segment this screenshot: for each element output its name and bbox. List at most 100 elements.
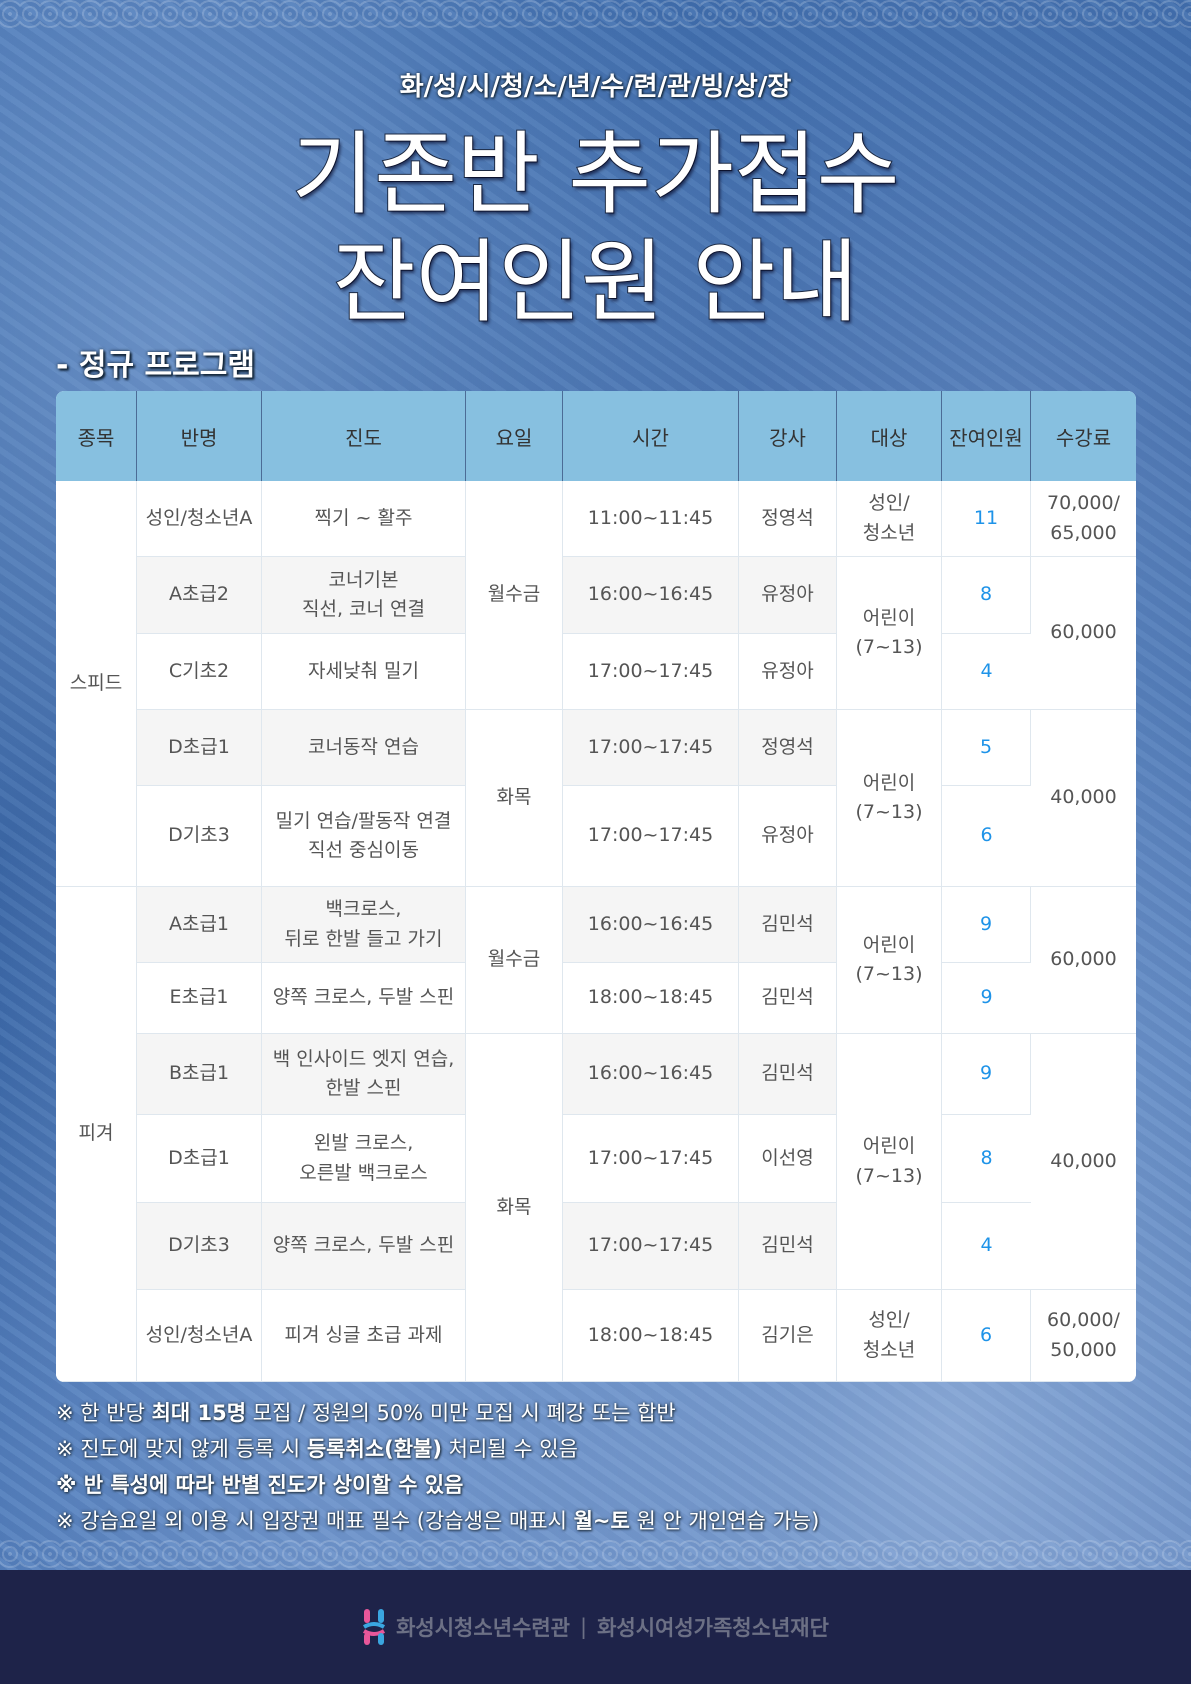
note-bold-text: ※ 반 특성에 따라 반별 진도가 상이할 수 있음 bbox=[56, 1473, 464, 1497]
class-name-cell: D기초3 bbox=[137, 786, 262, 887]
sport-cell: 피겨 bbox=[56, 887, 137, 1382]
progress-cell: 백크로스, 뒤로 한발 들고 가기 bbox=[262, 887, 466, 963]
fee-cell: 60,000 bbox=[1031, 557, 1136, 710]
column-header: 요일 bbox=[466, 391, 563, 481]
progress-cell: 양쪽 크로스, 두발 스핀 bbox=[262, 963, 466, 1034]
class-name-cell: D기초3 bbox=[137, 1203, 262, 1290]
column-header: 진도 bbox=[262, 391, 466, 481]
column-header: 대상 bbox=[837, 391, 942, 481]
footer-org2: 화성시여성가족청소년재단 bbox=[597, 1616, 829, 1640]
time-cell: 18:00~18:45 bbox=[563, 963, 739, 1034]
remaining-cell: 11 bbox=[942, 481, 1031, 557]
table-row: B초급1 백 인사이드 엣지 연습, 한발 스핀 화목 16:00~16:45 김민석 어… bbox=[56, 1034, 1136, 1382]
time-cell: 11:00~11:45 bbox=[563, 481, 739, 557]
day-cell: 화목 bbox=[466, 1034, 563, 1382]
schedule-table: 종목 반명 진도 요일 시간 강사 대상 잔여인원 수강료 스피드 성인/청소년A 찍기 ~ 활주 월… bbox=[56, 391, 1136, 1382]
progress-cell: 밀기 연습/팔동작 연결 직선 중심이동 bbox=[262, 786, 466, 887]
note-item: ※ 반 특성에 따라 반별 진도가 상이할 수 있음 bbox=[56, 1467, 819, 1503]
fee-cell: 40,000 bbox=[1031, 710, 1136, 887]
class-name-cell: D초급1 bbox=[137, 710, 262, 786]
time-cell: 17:00~17:45 bbox=[563, 634, 739, 710]
foundation-logo-icon bbox=[363, 1609, 386, 1645]
remaining-cell: 8 bbox=[942, 557, 1031, 634]
remaining-cell: 9 bbox=[942, 963, 1031, 1034]
column-header: 잔여인원 bbox=[942, 391, 1031, 481]
table-row: 성인/청소년A 피겨 싱글 초급 과제 18:00~18:45 김기은 성인/ 청소년 6… bbox=[56, 1290, 1136, 1382]
day-cell: 월수금 bbox=[466, 887, 563, 1034]
sport-cell: 스피드 bbox=[56, 481, 137, 887]
progress-cell: 피겨 싱글 초급 과제 bbox=[262, 1290, 466, 1382]
note-bold-text: 월~토 bbox=[573, 1509, 630, 1533]
table-row: D기초3 밀기 연습/팔동작 연결 직선 중심이동 17:00~17:45 유정아 6 bbox=[56, 786, 1136, 887]
fee-cell: 60,000/ 50,000 bbox=[1031, 1290, 1136, 1382]
time-cell: 16:00~16:45 bbox=[563, 557, 739, 634]
column-header: 강사 bbox=[739, 391, 837, 481]
progress-cell: 코너기본 직선, 코너 연결 bbox=[262, 557, 466, 634]
target-cell: 성인/ 청소년 bbox=[837, 481, 942, 557]
class-name-cell: A초급2 bbox=[137, 557, 262, 634]
progress-cell: 백 인사이드 엣지 연습, 한발 스핀 bbox=[262, 1034, 466, 1115]
note-pre-text: ※ 진도에 맞지 않게 등록 시 bbox=[56, 1437, 307, 1461]
target-cell: 어린이 (7~13) bbox=[837, 887, 942, 1034]
remaining-cell: 6 bbox=[942, 1290, 1031, 1382]
time-cell: 16:00~16:45 bbox=[563, 1034, 739, 1115]
day-cell: 화목 bbox=[466, 710, 563, 887]
coach-cell: 정영석 bbox=[739, 481, 837, 557]
progress-cell: 코너동작 연습 bbox=[262, 710, 466, 786]
footer-org1: 화성시청소년수련관 bbox=[396, 1616, 570, 1640]
day-cell: 월수금 bbox=[466, 481, 563, 710]
remaining-cell: 9 bbox=[942, 1034, 1031, 1115]
section-heading: - 정규 프로그램 bbox=[56, 348, 255, 383]
class-name-cell: 성인/청소년A bbox=[137, 481, 262, 557]
coach-cell: 유정아 bbox=[739, 634, 837, 710]
target-cell: 성인/ 청소년 bbox=[837, 1290, 942, 1382]
note-item: ※ 강습요일 외 이용 시 입장권 매표 필수 (강습생은 매표시 월~토 원 … bbox=[56, 1503, 819, 1539]
coach-cell: 김민석 bbox=[739, 963, 837, 1034]
progress-cell: 자세낮춰 밀기 bbox=[262, 634, 466, 710]
progress-cell: 찍기 ~ 활주 bbox=[262, 481, 466, 557]
table-row: D초급1 코너동작 연습 화목 17:00~17:45 정영석 어린이 (7~13) 5 40… bbox=[56, 710, 1136, 887]
target-cell: 어린이 (7~13) bbox=[837, 557, 942, 710]
remaining-cell: 8 bbox=[942, 1115, 1031, 1203]
class-name-cell: A초급1 bbox=[137, 887, 262, 963]
remaining-cell: 4 bbox=[942, 1203, 1031, 1290]
target-cell: 어린이 (7~13) bbox=[837, 1034, 942, 1290]
class-name-cell: D초급1 bbox=[137, 1115, 262, 1203]
page-title-line1: 기존반 추가접수 bbox=[290, 122, 900, 227]
remaining-cell: 4 bbox=[942, 634, 1031, 710]
note-bold-text: 등록취소(환불) bbox=[306, 1437, 442, 1461]
note-post-text: 처리될 수 있음 bbox=[441, 1437, 578, 1461]
class-name-cell: C기초2 bbox=[137, 634, 262, 710]
note-post-text: 모집 / 정원의 50% 미만 모집 시 폐강 또는 합반 bbox=[246, 1401, 676, 1425]
coach-cell: 유정아 bbox=[739, 786, 837, 887]
table-row: D기초3 양쪽 크로스, 두발 스핀 17:00~17:45 김민석 4 bbox=[56, 1203, 1136, 1290]
time-cell: 17:00~17:45 bbox=[563, 1203, 739, 1290]
footer: 화성시청소년수련관 | 화성시여성가족청소년재단 bbox=[0, 1570, 1191, 1684]
note-pre-text: ※ 강습요일 외 이용 시 입장권 매표 필수 (강습생은 매표시 bbox=[56, 1509, 574, 1533]
column-header: 시간 bbox=[563, 391, 739, 481]
decorative-pattern-bottom bbox=[0, 1540, 1191, 1568]
remaining-cell: 9 bbox=[942, 887, 1031, 963]
page-title-line2: 잔여인원 안내 bbox=[332, 230, 859, 335]
notes-list: ※ 한 반당 최대 15명 모집 / 정원의 50% 미만 모집 시 폐강 또는… bbox=[56, 1395, 819, 1539]
table-row: A초급2 코너기본 직선, 코너 연결 16:00~16:45 유정아 어린이 (7~1… bbox=[56, 557, 1136, 710]
target-cell: 어린이 (7~13) bbox=[837, 710, 942, 887]
time-cell: 17:00~17:45 bbox=[563, 1115, 739, 1203]
table-header-row: 종목 반명 진도 요일 시간 강사 대상 잔여인원 수강료 bbox=[56, 391, 1136, 481]
time-cell: 17:00~17:45 bbox=[563, 786, 739, 887]
table-row: 피겨 A초급1 백크로스, 뒤로 한발 들고 가기 월수금 16:00~16:45 김민석… bbox=[56, 887, 1136, 1382]
column-header: 종목 bbox=[56, 391, 137, 481]
progress-cell: 양쪽 크로스, 두발 스핀 bbox=[262, 1203, 466, 1290]
table-row: D초급1 왼발 크로스, 오른발 백크로스 17:00~17:45 이선영 8 bbox=[56, 1115, 1136, 1203]
note-bold-text: 최대 15명 bbox=[151, 1401, 247, 1425]
progress-cell: 왼발 크로스, 오른발 백크로스 bbox=[262, 1115, 466, 1203]
note-pre-text: ※ 한 반당 bbox=[56, 1401, 152, 1425]
fee-cell: 60,000 bbox=[1031, 887, 1136, 1034]
table-row: E초급1 양쪽 크로스, 두발 스핀 18:00~18:45 김민석 9 bbox=[56, 963, 1136, 1034]
time-cell: 18:00~18:45 bbox=[563, 1290, 739, 1382]
coach-cell: 김민석 bbox=[739, 1203, 837, 1290]
time-cell: 16:00~16:45 bbox=[563, 887, 739, 963]
fee-cell: 40,000 bbox=[1031, 1034, 1136, 1290]
column-header: 수강료 bbox=[1031, 391, 1136, 481]
coach-cell: 이선영 bbox=[739, 1115, 837, 1203]
